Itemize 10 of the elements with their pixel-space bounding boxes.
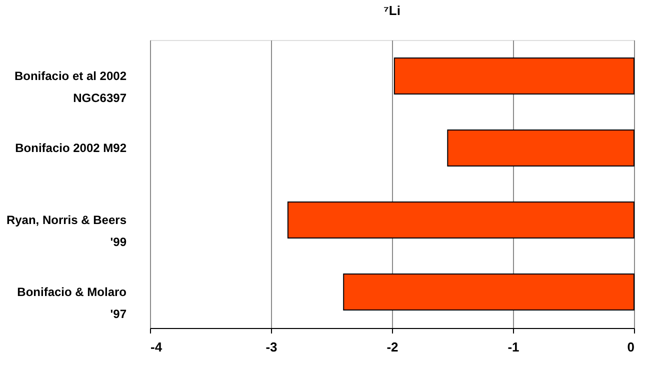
chart-title: ⁷Li: [384, 3, 400, 18]
y-tick-label: Ryan, Norris & Beers '99: [6, 213, 127, 249]
x-tick-label: 0: [627, 340, 634, 354]
x-tick-label: -4: [150, 340, 163, 354]
y-tick-label: Bonifacio 2002 M92: [15, 141, 127, 155]
y-tick-label: Bonifacio & Molaro '97: [17, 285, 127, 321]
x-tick-label: -2: [386, 340, 398, 354]
x-tick-label: -3: [266, 340, 278, 354]
y-tick-label: Bonifacio et al 2002 NGC6397: [14, 69, 127, 105]
x-tick-label: -1: [508, 340, 520, 354]
